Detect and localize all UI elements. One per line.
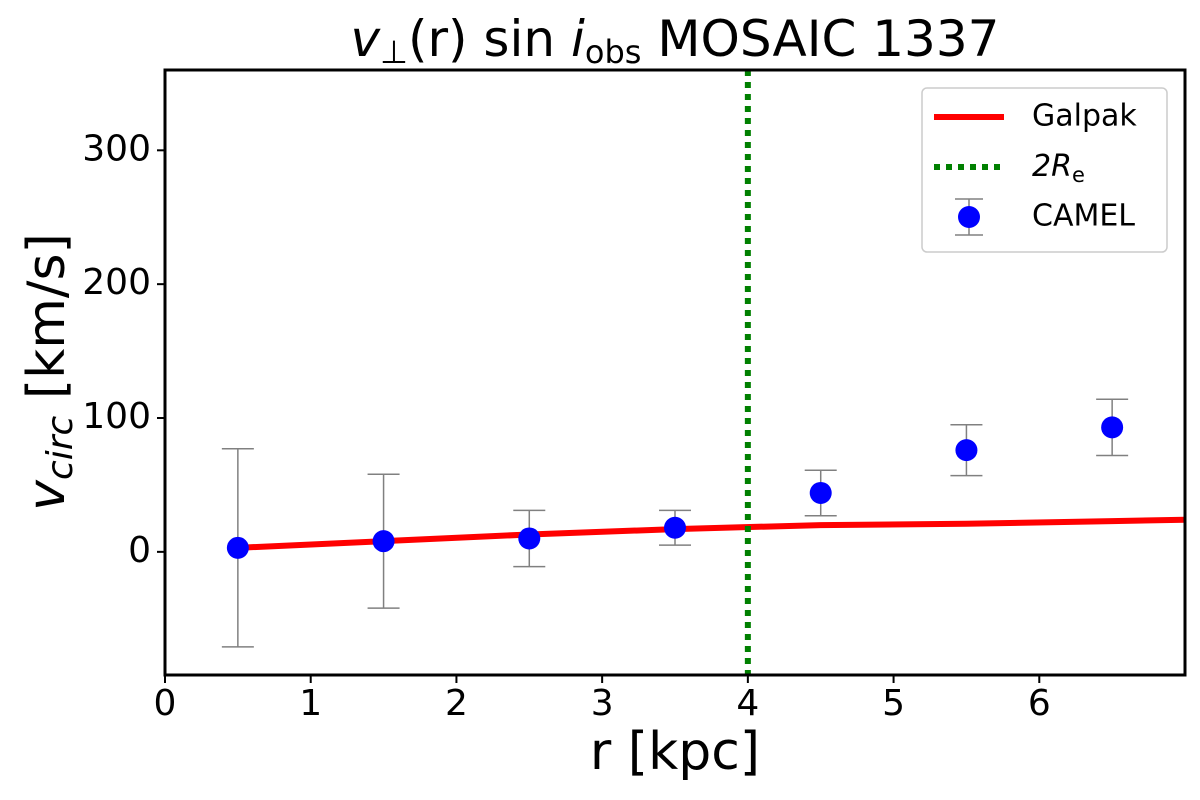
x-tick-label: 2 — [445, 683, 468, 724]
x-tick-label: 1 — [299, 683, 322, 724]
x-tick-label: 4 — [736, 683, 759, 724]
y-tick-label: 0 — [128, 530, 151, 571]
point — [664, 516, 686, 539]
point — [372, 530, 395, 553]
title-part: i — [571, 10, 585, 68]
title-part: MOSAIC 1337 — [641, 10, 999, 68]
y-axis-label: vcirc [km/s] — [17, 233, 81, 511]
legend-label: Galpak — [1032, 99, 1137, 134]
title-part: (r) sin — [408, 10, 571, 68]
legend-label-part: e — [1072, 163, 1085, 187]
legend-label: 2Re — [1032, 149, 1085, 188]
plot-frame — [163, 68, 1187, 677]
title-part: v — [351, 10, 382, 68]
y-label-part: circ — [40, 415, 81, 480]
legend-box — [921, 87, 1168, 253]
legend: Galpak 2Re CAMEL — [921, 87, 1168, 253]
point — [1101, 416, 1124, 439]
y-tick-label: 100 — [82, 396, 151, 437]
x-tick-label: 6 — [1028, 683, 1051, 724]
title-part: obs — [585, 33, 642, 71]
x-tick-label: 3 — [591, 683, 614, 724]
legend-label: CAMEL — [1032, 199, 1135, 234]
point — [955, 439, 978, 462]
x-tick-label: 0 — [154, 683, 177, 724]
chart-title: v⊥(r) sin iobs MOSAIC 1337 — [351, 10, 1000, 72]
point — [226, 536, 249, 559]
point — [518, 527, 541, 550]
point — [809, 481, 832, 504]
title-part: ⊥ — [380, 33, 408, 71]
legend-swatch — [958, 206, 980, 228]
x-axis-label: r [kpc] — [590, 722, 760, 782]
y-tick-label: 300 — [82, 128, 151, 169]
y-label-part: v — [17, 479, 77, 511]
plot-area — [221, 70, 1185, 675]
x-tick-label: 5 — [882, 683, 905, 724]
y-label-part: [km/s] — [17, 233, 77, 415]
y-tick-label: 200 — [82, 262, 151, 303]
legend-label-part: 2R — [1032, 149, 1072, 184]
